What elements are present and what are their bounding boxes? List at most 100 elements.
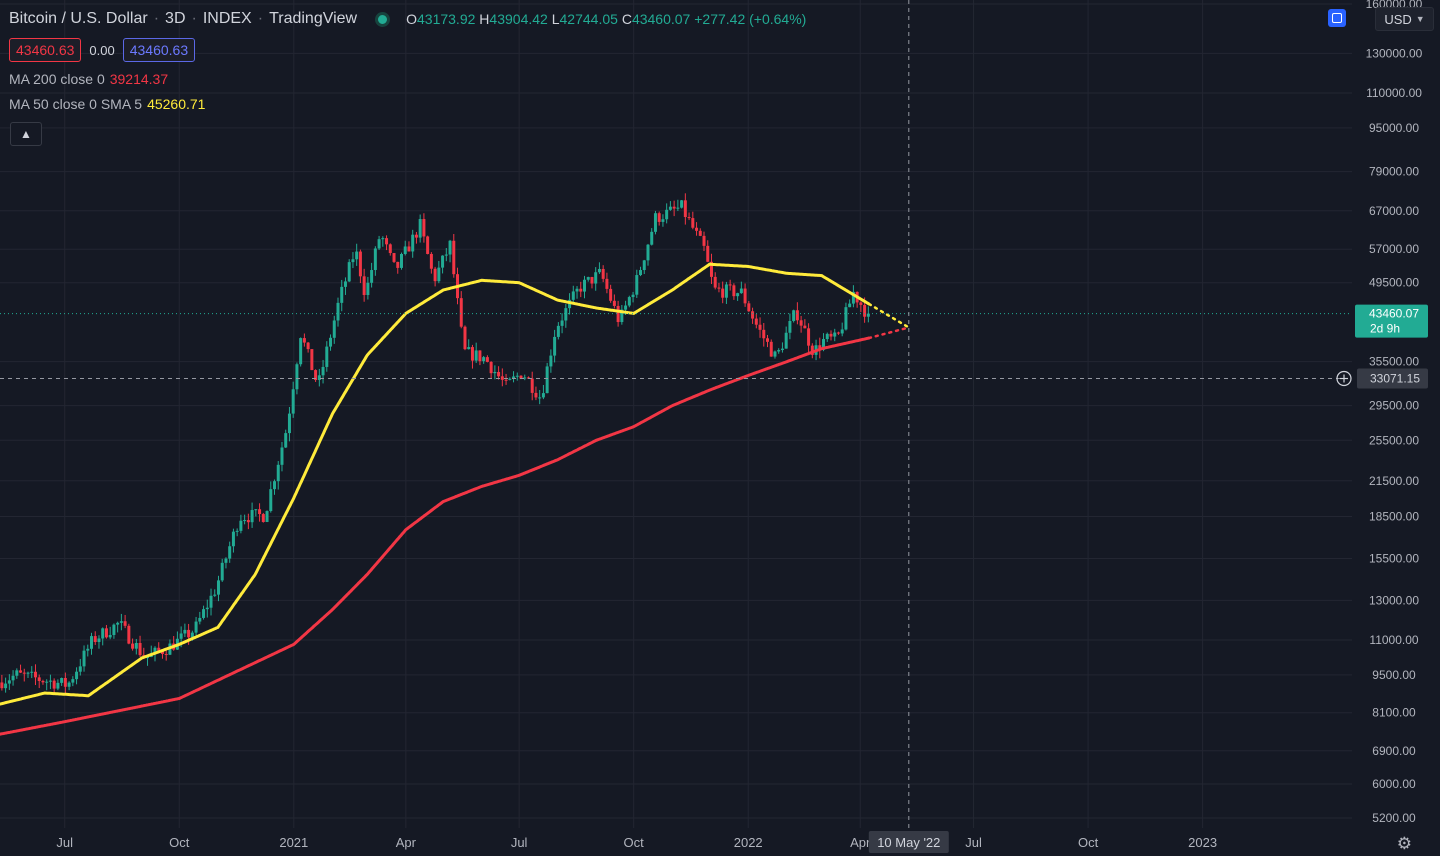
candle-body	[209, 595, 213, 608]
candle-body	[231, 531, 235, 547]
y-tick-label: 130000.00	[1366, 46, 1423, 60]
candle-body	[75, 671, 79, 680]
candle-body	[224, 558, 228, 563]
ma200-projection	[867, 326, 911, 340]
candle-body	[627, 297, 631, 306]
grid-lines	[0, 0, 1352, 828]
candle-body	[549, 355, 553, 367]
candle-body	[467, 347, 471, 350]
candle-body	[287, 413, 291, 434]
candle-body	[620, 309, 624, 323]
symbol-title[interactable]: Bitcoin / U.S. Dollar	[9, 10, 148, 27]
candle-body	[82, 650, 86, 667]
market-status-icon[interactable]	[375, 11, 391, 27]
candle-body	[4, 683, 8, 689]
candle-body	[564, 308, 568, 321]
candle-body	[370, 270, 374, 283]
ma200-legend[interactable]: MA 200 close 0 39214.37	[9, 71, 169, 87]
chevron-up-icon[interactable]: ▲	[10, 122, 42, 146]
candle-body	[526, 377, 530, 379]
candle-body	[411, 234, 415, 252]
candle-body	[291, 389, 295, 414]
candle-body	[202, 609, 206, 618]
candle-body	[347, 262, 351, 282]
x-tick-label: Oct	[624, 835, 645, 850]
candle-body	[571, 291, 575, 300]
candle-body	[407, 246, 411, 252]
candle-body	[538, 397, 542, 399]
candle-body	[235, 530, 239, 532]
candle-body	[321, 366, 325, 376]
candle-body	[269, 489, 273, 512]
y-tick-label: 11000.00	[1369, 633, 1418, 647]
y-tick-label: 8100.00	[1372, 706, 1416, 720]
candle-body	[788, 320, 792, 333]
candle-body	[713, 276, 717, 288]
y-tick-label: 110000.00	[1366, 86, 1422, 100]
candle-body	[138, 642, 142, 656]
candle-body	[724, 284, 728, 298]
currency-select[interactable]: USD ▼	[1375, 7, 1434, 31]
price-axis	[1352, 0, 1440, 856]
candle-body	[810, 345, 814, 355]
candle-body	[343, 281, 347, 287]
candle-body	[732, 285, 736, 297]
candle-body	[33, 671, 37, 678]
candle-body	[433, 268, 437, 282]
candle-body	[844, 307, 848, 330]
candle-body	[329, 337, 333, 347]
candle-body	[179, 633, 183, 639]
buy-button[interactable]: 43460.63	[122, 38, 196, 62]
candle-body	[807, 328, 811, 346]
candle-body	[146, 656, 150, 659]
candle-body	[116, 622, 120, 625]
candle-body	[429, 253, 433, 269]
y-tick-label: 18500.00	[1369, 510, 1419, 524]
candle-body	[579, 288, 583, 292]
gear-icon[interactable]: ⚙	[1396, 834, 1412, 853]
y-tick-label: 29500.00	[1369, 399, 1419, 413]
candle-body	[452, 240, 456, 275]
sell-button[interactable]: 43460.63	[9, 38, 82, 62]
candle-body	[220, 562, 224, 581]
source-label: TradingView	[269, 10, 358, 27]
candle-body	[187, 629, 191, 638]
candle-body	[773, 351, 777, 357]
ma50-legend[interactable]: MA 50 close 0 SMA 5 45260.71	[9, 96, 206, 112]
candle-body	[489, 361, 493, 374]
ma50-projection	[867, 302, 911, 329]
candle-body	[736, 293, 740, 297]
x-tick-label: 2022	[734, 835, 763, 850]
candle-body	[86, 648, 90, 651]
candle-body	[653, 213, 657, 232]
candle-body	[777, 350, 781, 352]
ma50-line	[0, 262, 871, 706]
candle-body	[153, 647, 157, 654]
ma200-line	[0, 336, 871, 736]
crosshair-date: 10 May '22	[877, 835, 940, 850]
interval-label[interactable]: 3D	[165, 10, 186, 27]
candle-body	[709, 261, 713, 277]
candle-body	[310, 349, 314, 371]
candle-body	[134, 642, 138, 649]
candle-body	[381, 238, 385, 240]
ohlc-values: O43173.92 H43904.42 L42744.05 C43460.07 …	[406, 11, 807, 27]
candle-body	[706, 245, 710, 262]
candle-body	[19, 670, 23, 673]
candle-body	[523, 377, 527, 379]
time-axis	[0, 828, 1440, 856]
add-alert-icon[interactable]	[1336, 370, 1352, 387]
candle-body	[422, 219, 426, 237]
candle-body	[560, 320, 564, 326]
candle-body	[833, 332, 837, 337]
candle-body	[766, 338, 770, 342]
candle-body	[448, 240, 452, 255]
y-tick-label: 13000.00	[1369, 593, 1419, 607]
crosshair-price: 33071.15	[1370, 372, 1420, 386]
candle-body	[45, 681, 49, 683]
candle-body	[751, 311, 755, 319]
candle-body	[15, 670, 19, 676]
candle-body	[459, 298, 463, 327]
snapshot-icon[interactable]	[1328, 9, 1346, 27]
